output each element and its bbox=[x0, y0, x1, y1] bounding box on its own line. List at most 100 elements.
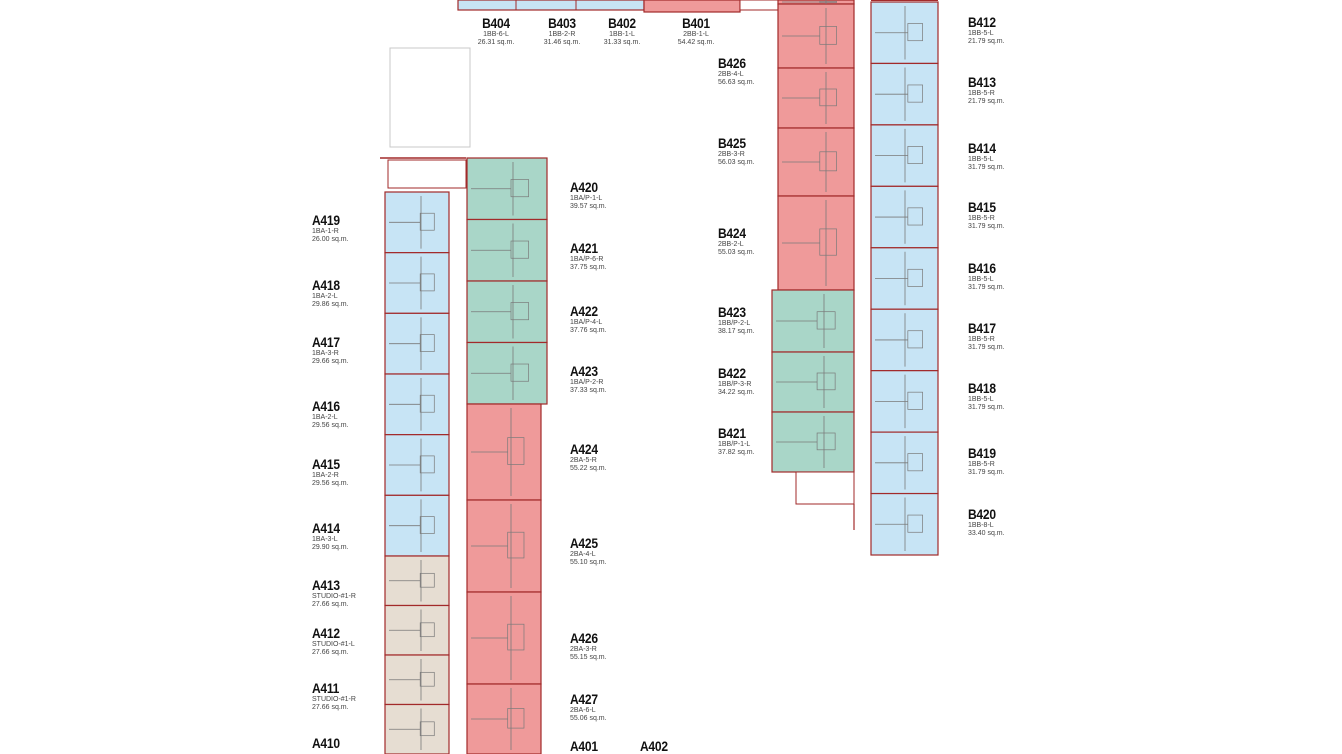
unit-code: A413 bbox=[312, 577, 340, 593]
unit-label-a415[interactable]: A415 1BA-2-R 29.56 sq.m. bbox=[312, 457, 349, 487]
unit-label-a421[interactable]: A421 1BA/P-6-R 37.75 sq.m. bbox=[570, 241, 607, 271]
unit-code: A419 bbox=[312, 212, 340, 228]
unit-type: 1BB-5-R bbox=[968, 461, 995, 468]
unit-area: 37.75 sq.m. bbox=[570, 264, 607, 271]
unit-label-b403[interactable]: B403 1BB-2-R 31.46 sq.m. bbox=[532, 16, 592, 46]
unit-label-a402[interactable]: A402 bbox=[640, 739, 672, 753]
unit-area: 37.76 sq.m. bbox=[570, 327, 607, 334]
unit-type: 1BB/P-2-L bbox=[718, 320, 751, 327]
unit-label-b420[interactable]: B420 1BB-8-L 33.40 sq.m. bbox=[968, 507, 1005, 537]
unit-label-b416[interactable]: B416 1BB-5-L 31.79 sq.m. bbox=[968, 261, 1005, 291]
unit-code: A411 bbox=[312, 680, 340, 696]
bathroom-outline bbox=[907, 84, 923, 103]
unit-label-a419[interactable]: A419 1BA-1-R 26.00 sq.m. bbox=[312, 213, 349, 243]
unit-label-b415[interactable]: B415 1BB-5-R 31.79 sq.m. bbox=[968, 200, 1005, 230]
unit-label-a420[interactable]: A420 1BA/P-1-L 39.57 sq.m. bbox=[570, 180, 607, 210]
unit-area: 31.79 sq.m. bbox=[968, 404, 1005, 411]
unit-area: 31.79 sq.m. bbox=[968, 284, 1005, 291]
unit-label-a423[interactable]: A423 1BA/P-2-R 37.33 sq.m. bbox=[570, 364, 607, 394]
unit-label-b404[interactable]: B404 1BB-6-L 26.31 sq.m. bbox=[466, 16, 526, 46]
unit-code: B419 bbox=[968, 445, 996, 461]
unit-label-a418[interactable]: A418 1BA-2-L 29.86 sq.m. bbox=[312, 278, 349, 308]
unit-code: A427 bbox=[570, 691, 598, 707]
bathroom-outline bbox=[510, 240, 529, 259]
unit-area: 31.33 sq.m. bbox=[603, 39, 641, 46]
bathroom-outline bbox=[419, 516, 435, 534]
unit-code: B414 bbox=[968, 140, 996, 156]
unit-label-a422[interactable]: A422 1BA/P-4-L 37.76 sq.m. bbox=[570, 304, 607, 334]
unit-area: 21.79 sq.m. bbox=[968, 38, 1005, 45]
unit-type: STUDIO-#1-L bbox=[312, 641, 355, 648]
unit-label-a427[interactable]: A427 2BA-6-L 55.06 sq.m. bbox=[570, 692, 607, 722]
unit-type: 2BA-4-L bbox=[570, 551, 596, 558]
unit-area: 29.66 sq.m. bbox=[312, 358, 349, 365]
unit-label-b417[interactable]: B417 1BB-5-R 31.79 sq.m. bbox=[968, 321, 1005, 351]
unit-code: B426 bbox=[718, 55, 746, 71]
unit-type: 2BB-4-L bbox=[718, 71, 744, 78]
unit-code: B404 bbox=[482, 15, 510, 31]
unit-label-a410[interactable]: A410 bbox=[312, 736, 344, 750]
unit-label-a411[interactable]: A411 STUDIO-#1-R 27.66 sq.m. bbox=[312, 681, 356, 711]
unit-area: 54.42 sq.m. bbox=[677, 39, 715, 46]
unit-label-b423[interactable]: B423 1BB/P-2-L 38.17 sq.m. bbox=[718, 305, 755, 335]
unit-area: 21.79 sq.m. bbox=[968, 98, 1005, 105]
unit-label-b412[interactable]: B412 1BB-5-L 21.79 sq.m. bbox=[968, 15, 1005, 45]
unit-label-b413[interactable]: B413 1BB-5-R 21.79 sq.m. bbox=[968, 75, 1005, 105]
unit-type: 1BA-2-L bbox=[312, 293, 338, 300]
unit-code: B402 bbox=[608, 15, 636, 31]
unit-label-b414[interactable]: B414 1BB-5-L 31.79 sq.m. bbox=[968, 141, 1005, 171]
unit-block-b401 bbox=[643, 0, 741, 13]
unit-label-a414[interactable]: A414 1BA-3-L 29.90 sq.m. bbox=[312, 521, 349, 551]
unit-label-b401[interactable]: B401 2BB-1-L 54.42 sq.m. bbox=[666, 16, 726, 46]
unit-type: 1BA/P-4-L bbox=[570, 319, 603, 326]
unit-area: 29.56 sq.m. bbox=[312, 422, 349, 429]
unit-type: 1BA-1-R bbox=[312, 228, 339, 235]
unit-label-b424[interactable]: B424 2BB-2-L 55.03 sq.m. bbox=[718, 226, 755, 256]
unit-code: B401 bbox=[682, 15, 710, 31]
bathroom-outline bbox=[819, 151, 837, 172]
unit-type: 1BA/P-2-R bbox=[570, 379, 604, 386]
unit-label-a426[interactable]: A426 2BA-3-R 55.15 sq.m. bbox=[570, 631, 607, 661]
unit-label-a412[interactable]: A412 STUDIO-#1-L 27.66 sq.m. bbox=[312, 626, 355, 656]
unit-label-b421[interactable]: B421 1BB/P-1-L 37.82 sq.m. bbox=[718, 426, 755, 456]
unit-type: 2BA-5-R bbox=[570, 457, 597, 464]
unit-label-a416[interactable]: A416 1BA-2-L 29.56 sq.m. bbox=[312, 399, 349, 429]
unit-code: A401 bbox=[570, 738, 598, 754]
unit-code: B416 bbox=[968, 260, 996, 276]
unit-code: A423 bbox=[570, 363, 598, 379]
unit-code: A402 bbox=[640, 738, 668, 754]
bathroom-outline bbox=[507, 708, 525, 729]
unit-code: B415 bbox=[968, 199, 996, 215]
unit-code: A420 bbox=[570, 179, 598, 195]
unit-type: 1BA/P-1-L bbox=[570, 195, 603, 202]
unit-label-a413[interactable]: A413 STUDIO-#1-R 27.66 sq.m. bbox=[312, 578, 356, 608]
unit-code: B403 bbox=[548, 15, 576, 31]
unit-label-b402[interactable]: B402 1BB-1-L 31.33 sq.m. bbox=[592, 16, 652, 46]
unit-label-b419[interactable]: B419 1BB-5-R 31.79 sq.m. bbox=[968, 446, 1005, 476]
bathroom-outline bbox=[907, 268, 923, 287]
unit-area: 34.22 sq.m. bbox=[718, 389, 755, 396]
bathroom-outline bbox=[907, 330, 923, 349]
unit-label-b425[interactable]: B425 2BB-3-R 56.03 sq.m. bbox=[718, 136, 755, 166]
unit-label-b418[interactable]: B418 1BB-5-L 31.79 sq.m. bbox=[968, 381, 1005, 411]
unit-type: 1BB-5-R bbox=[968, 336, 995, 343]
unit-label-b422[interactable]: B422 1BB/P-3-R 34.22 sq.m. bbox=[718, 366, 755, 396]
unit-area: 56.03 sq.m. bbox=[718, 159, 755, 166]
unit-label-a425[interactable]: A425 2BA-4-L 55.10 sq.m. bbox=[570, 536, 607, 566]
unit-label-a417[interactable]: A417 1BA-3-R 29.66 sq.m. bbox=[312, 335, 349, 365]
unit-type: 1BB-5-R bbox=[968, 215, 995, 222]
unit-area: 55.22 sq.m. bbox=[570, 465, 607, 472]
unit-code: B418 bbox=[968, 380, 996, 396]
unit-code: A425 bbox=[570, 535, 598, 551]
unit-label-a424[interactable]: A424 2BA-5-R 55.22 sq.m. bbox=[570, 442, 607, 472]
unit-area: 33.40 sq.m. bbox=[968, 530, 1005, 537]
unit-area: 31.79 sq.m. bbox=[968, 469, 1005, 476]
unit-area: 31.46 sq.m. bbox=[543, 39, 581, 46]
unit-type: 1BB-2-R bbox=[548, 31, 576, 38]
unit-label-a401[interactable]: A401 bbox=[570, 739, 602, 753]
unit-code: A426 bbox=[570, 630, 598, 646]
unit-label-b426[interactable]: B426 2BB-4-L 56.63 sq.m. bbox=[718, 56, 755, 86]
bathroom-outline bbox=[419, 721, 435, 737]
unit-area: 38.17 sq.m. bbox=[718, 328, 755, 335]
unit-type: STUDIO-#1-R bbox=[312, 696, 356, 703]
